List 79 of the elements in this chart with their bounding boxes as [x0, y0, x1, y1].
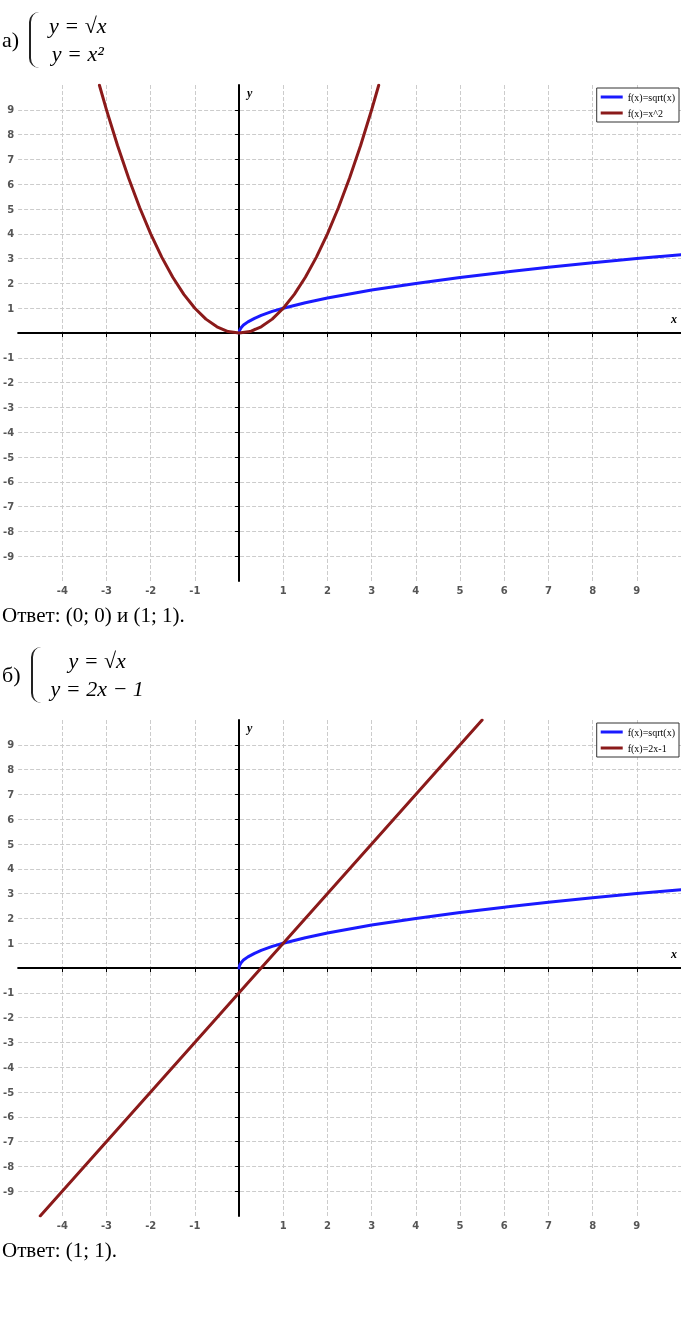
y-tick-label: 4: [7, 228, 15, 240]
x-tick-label: -3: [100, 1219, 113, 1231]
y-tick-label: -2: [3, 377, 15, 389]
y-tick-label: -4: [3, 426, 15, 438]
x-tick-label: 6: [500, 584, 508, 596]
y-axis-title: y: [245, 721, 254, 735]
y-tick-label: -6: [3, 1111, 15, 1123]
legend-label: f(x)=sqrt(x): [627, 726, 676, 739]
legend-label: f(x)=2x-1: [627, 742, 667, 755]
y-tick-label: 8: [7, 764, 15, 776]
x-tick-label: 2: [323, 584, 331, 596]
y-axis-title: y: [245, 86, 254, 100]
y-tick-label: 2: [7, 277, 15, 289]
x-tick-label: -2: [145, 1219, 157, 1231]
y-tick-label: -9: [3, 550, 15, 562]
text: Ответ: (0; 0) и (1; 1).: [1, 602, 186, 629]
x-tick-label: 3: [368, 584, 376, 596]
y-tick-label: -7: [3, 1136, 15, 1148]
y-tick-label: 1: [7, 302, 15, 314]
chart-title: б): [2, 662, 21, 688]
y-tick-label: -6: [3, 476, 15, 488]
x-tick-label: 9: [633, 584, 641, 596]
text: Ответ: (1; 1).: [1, 1237, 119, 1264]
x-axis-title: x: [670, 947, 677, 961]
y-tick-label: -5: [3, 451, 15, 463]
y-tick-label: 6: [7, 813, 15, 825]
x-tick-label: 2: [323, 1219, 331, 1231]
x-tick-label: 3: [368, 1219, 376, 1231]
chart-subtitle: y = √x y = 2x − 1: [50, 647, 144, 703]
x-tick-label: 7: [544, 584, 552, 596]
y-tick-label: -3: [3, 401, 15, 413]
x-tick-label: -4: [56, 1219, 68, 1231]
line-series: [38, 718, 484, 1218]
x-tick-label: 6: [500, 1219, 508, 1231]
x-tick-label: -4: [56, 584, 68, 596]
line-series: [237, 888, 681, 970]
x-tick-label: 5: [456, 584, 464, 596]
x-tick-label: 4: [412, 1219, 420, 1231]
y-tick-label: 5: [7, 838, 15, 850]
y-tick-label: -5: [3, 1086, 15, 1098]
y-tick-label: -9: [3, 1185, 15, 1197]
x-tick-label: 9: [633, 1219, 641, 1231]
y-tick-label: -4: [3, 1061, 15, 1073]
y-tick-label: -2: [3, 1012, 15, 1024]
y-tick-label: 7: [7, 153, 15, 165]
y-tick-label: 3: [7, 253, 15, 265]
x-tick-label: 8: [589, 1219, 597, 1231]
y-tick-label: -7: [3, 501, 15, 513]
x-tick-label: -1: [189, 1219, 201, 1231]
x-tick-label: 7: [544, 1219, 552, 1231]
x-tick-label: 8: [589, 584, 597, 596]
y-tick-label: 5: [7, 203, 15, 215]
y-tick-label: 3: [7, 888, 15, 900]
legend-label: f(x)=x^2: [627, 107, 664, 120]
x-tick-label: -2: [145, 584, 157, 596]
chart-title: а): [2, 27, 20, 53]
x-tick-label: 5: [456, 1219, 464, 1231]
y-tick-label: 6: [7, 178, 15, 190]
x-tick-label: -3: [100, 584, 113, 596]
y-tick-label: -1: [3, 352, 15, 364]
y-tick-label: -8: [3, 525, 15, 537]
y-tick-label: 9: [7, 739, 15, 751]
legend-label: f(x)=sqrt(x): [627, 91, 676, 104]
x-tick-label: 1: [279, 1219, 287, 1231]
x-tick-label: 4: [412, 584, 420, 596]
y-tick-label: 9: [7, 104, 15, 116]
y-tick-label: 4: [7, 863, 15, 875]
x-tick-label: 1: [279, 584, 287, 596]
y-tick-label: -3: [3, 1036, 15, 1048]
y-tick-label: 8: [7, 129, 15, 141]
y-tick-label: 7: [7, 788, 15, 800]
x-axis-title: x: [670, 312, 677, 326]
line-series: [97, 83, 381, 335]
y-tick-label: -8: [3, 1160, 15, 1172]
y-tick-label: -1: [3, 987, 15, 999]
y-tick-label: 2: [7, 912, 15, 924]
chart-subtitle: y = √x y = x²: [49, 12, 107, 68]
y-tick-label: 1: [7, 937, 15, 949]
x-tick-label: -1: [189, 584, 201, 596]
